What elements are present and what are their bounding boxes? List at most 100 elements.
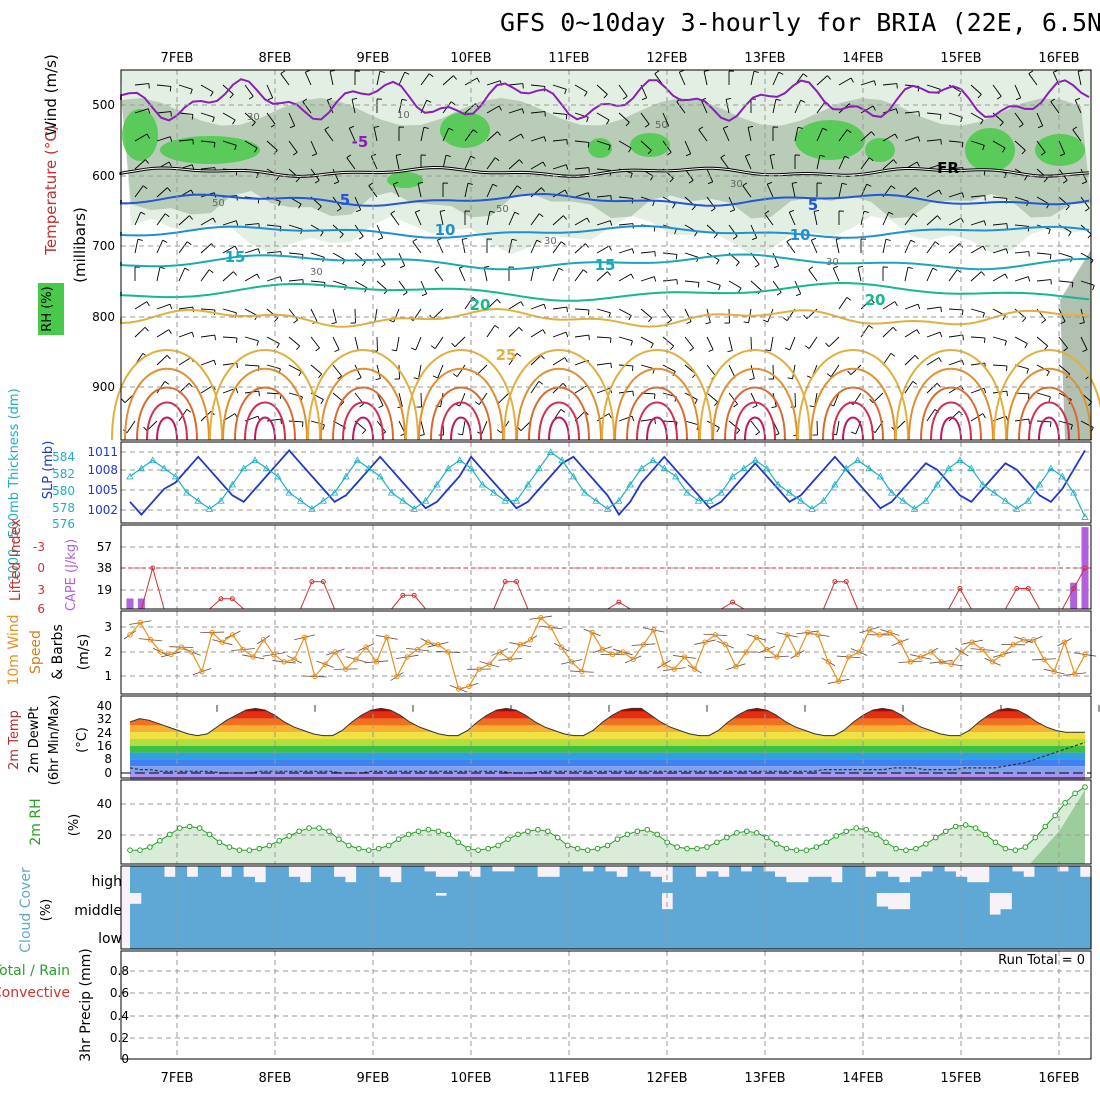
wind-barb-flag [453, 75, 457, 80]
wind-barb-flag [1018, 123, 1024, 128]
cloud-bar-low [966, 920, 979, 949]
isotherm-diurnal [222, 367, 308, 441]
wind-barb-flag [1027, 276, 1031, 282]
wind-barb-flag [188, 382, 193, 388]
wind-barb [747, 127, 752, 142]
cloud-bar-high [740, 871, 753, 893]
cloud-bar-middle [310, 893, 323, 920]
wind-barb-flag [814, 209, 820, 212]
cloud-bar-high [921, 871, 934, 893]
wind-barb [970, 140, 985, 146]
wind-barb-flag [608, 413, 612, 419]
pressure-tick: 800 [92, 310, 115, 324]
wind-barb [280, 73, 290, 86]
cloud-level-label: low [98, 931, 122, 947]
wind-barb-flag [822, 127, 828, 131]
isotherm-diurnal [244, 401, 286, 441]
temp-fill [130, 708, 1085, 780]
wind-speed-marker [743, 649, 749, 655]
cloud-bar-high [446, 876, 459, 893]
wind-barb [992, 364, 1007, 367]
cloud-bar-high [1011, 871, 1024, 893]
wind-barb [244, 364, 259, 367]
isotherm-diurnal [111, 349, 223, 441]
cloud-bar-middle [740, 893, 753, 920]
wind-barb [1036, 196, 1050, 205]
cloud-bar-low [231, 920, 244, 949]
wind-barb [178, 268, 186, 282]
wind-barb-flag [868, 157, 874, 162]
cloud-bar-low [864, 920, 877, 949]
cloud-bar-low [785, 920, 798, 949]
rh2m-marker [913, 845, 919, 852]
cloud-bar-middle [763, 893, 776, 920]
panel-frame [120, 441, 1092, 524]
wind-barb [838, 156, 846, 170]
wind-barb [904, 303, 919, 310]
thickness-marker [342, 472, 350, 480]
wind-barb [970, 336, 985, 339]
cloud-bar-high [401, 866, 414, 893]
cloud-bar-low [254, 920, 267, 949]
rh2m-marker [942, 828, 949, 835]
cloud-bar-high [1000, 866, 1013, 893]
cloud-bar-high [808, 876, 821, 893]
wind-speed-marker [733, 664, 739, 670]
li-marker [1014, 586, 1020, 591]
wind-barb-flag [895, 108, 899, 114]
wind-barb [134, 301, 148, 310]
wind-barb-flag [675, 254, 678, 260]
cloud-bar-middle [423, 893, 436, 920]
wind-barb [200, 243, 212, 254]
cloud-bar-middle [299, 893, 312, 920]
thickness-marker [899, 496, 907, 504]
wind-barb-flag [846, 129, 852, 134]
wind-barb-flag [825, 342, 830, 348]
li-marker [400, 592, 406, 598]
wind-barb-flag [608, 145, 611, 151]
cloud-bar-low [186, 920, 199, 949]
wind-barb-flag [412, 238, 418, 243]
isotherm-label: 5 [808, 196, 818, 214]
thickness-marker [740, 464, 748, 472]
wind-barb [486, 157, 496, 170]
cloud-bar-low [423, 920, 436, 949]
wind-barb [1014, 336, 1028, 344]
cloud-bar-middle [898, 909, 911, 920]
wind-barb-flag [164, 381, 170, 385]
wind-barb-flag [497, 131, 501, 136]
cloud-bar-high [570, 866, 583, 893]
thickness-marker [876, 472, 885, 480]
wind-barb-flag [893, 159, 897, 164]
date-label-top: 7FEB [161, 51, 194, 66]
wind-barb-flag [520, 133, 524, 139]
wind-barb-flag [1037, 125, 1043, 129]
wind-barb [310, 280, 325, 283]
wind-tick: 2 [104, 645, 112, 659]
wind-speed-marker [1061, 639, 1068, 645]
cloud-bar-high [288, 876, 301, 893]
wind-barb-flag [214, 335, 216, 341]
rh2m-marker [445, 831, 452, 838]
rh2m-marker [1012, 847, 1019, 854]
li-marker [843, 579, 849, 585]
wind-barb [244, 273, 258, 282]
wind-barb-flag [494, 325, 500, 329]
precip-tick: 0.4 [110, 1009, 129, 1023]
cloud-bar-low [220, 920, 233, 949]
wind-barb-flag [751, 237, 757, 241]
wind-barb-flag [451, 342, 456, 348]
wind-barb [134, 185, 144, 198]
wind-barb [640, 308, 653, 319]
isotherm-diurnal [614, 367, 700, 441]
wind-barb [948, 410, 960, 422]
rh2m-marker [455, 839, 462, 846]
wind-barb [618, 140, 632, 149]
rh2m-marker [256, 845, 263, 852]
thickness-marker [217, 496, 225, 504]
temp-tick: 32 [97, 712, 112, 726]
wind-barb [1014, 276, 1029, 282]
thickness-marker [308, 505, 316, 512]
thickness-marker [956, 456, 964, 464]
